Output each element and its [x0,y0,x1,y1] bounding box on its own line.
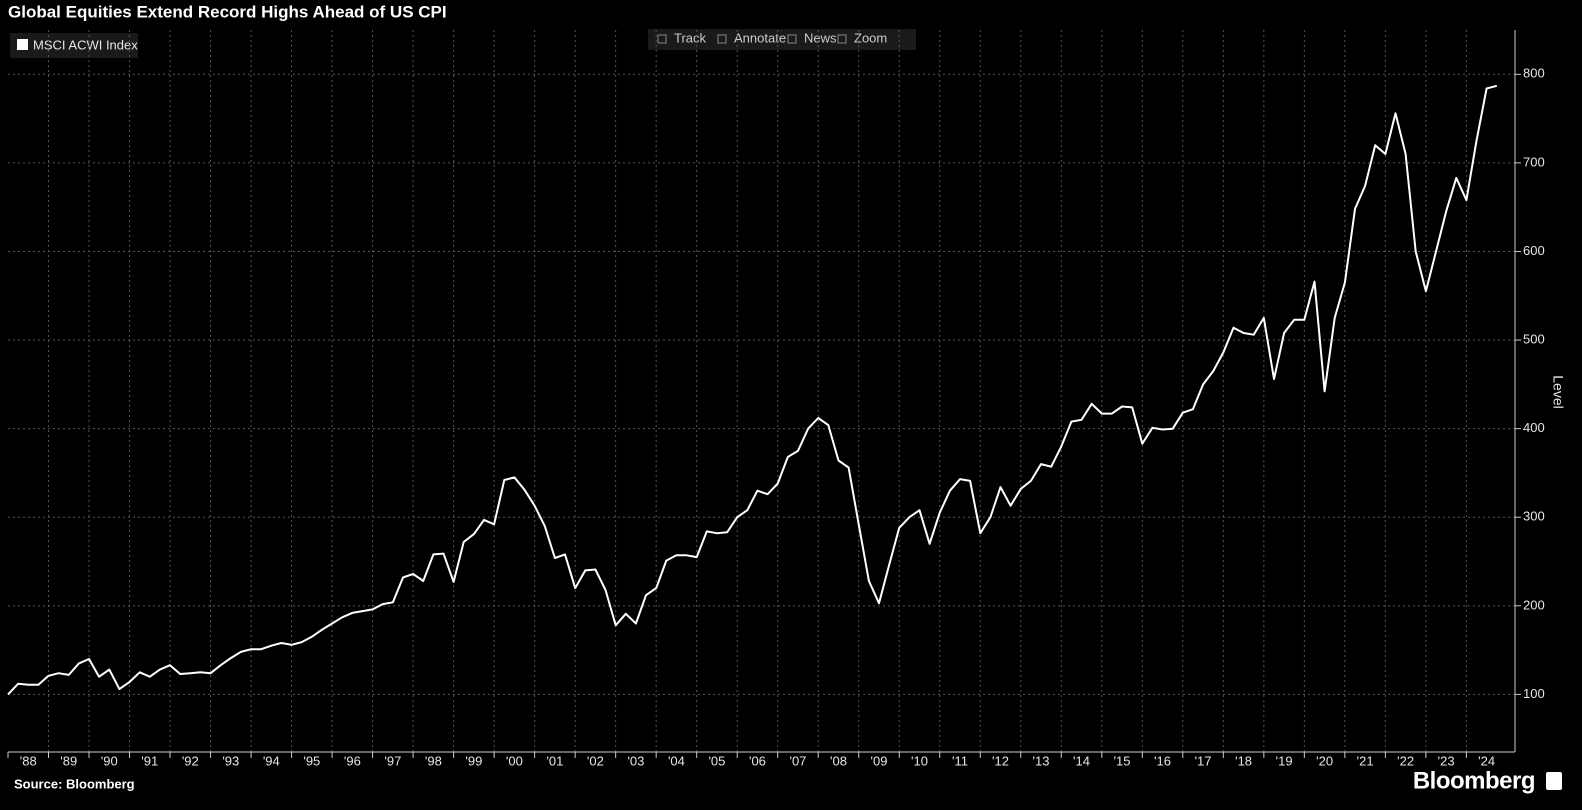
x-tick-label: '21 [1357,753,1374,768]
x-tick-label: '98 [425,753,442,768]
x-tick-label: '15 [1114,753,1131,768]
logo-icon [1546,772,1562,790]
logo: Bloomberg [1413,767,1535,794]
x-tick-label: '17 [1195,753,1212,768]
x-tick-label: '00 [506,753,523,768]
x-tick-label: '09 [871,753,888,768]
y-tick-label: 300 [1523,509,1545,524]
toolbar-icon [657,34,667,44]
x-tick-label: '88 [20,753,37,768]
x-tick-label: '11 [952,753,968,768]
x-tick-label: '89 [60,753,77,768]
legend-label: MSCI ACWI Index [33,37,138,52]
toolbar-icon [787,34,797,44]
x-tick-label: '19 [1276,753,1293,768]
data-line [7,84,1498,696]
x-tick-label: '14 [1073,753,1090,768]
x-tick-label: '08 [830,753,847,768]
legend-swatch [17,39,28,50]
x-tick-label: '97 [384,753,401,768]
x-tick-label: '04 [668,753,685,768]
source: Source: Bloomberg [14,776,135,791]
x-tick-label: '01 [546,753,563,768]
y-tick-label: 500 [1523,331,1545,346]
x-tick-label: '07 [789,753,806,768]
toolbar-icon [837,34,847,44]
chart-title: Global Equities Extend Record Highs Ahea… [8,2,447,21]
toolbar-button[interactable]: Annotate [734,30,786,45]
x-tick-label: '22 [1397,753,1414,768]
x-tick-label: '96 [344,753,361,768]
x-tick-label: '95 [303,753,320,768]
toolbar-icon [717,34,727,44]
x-tick-label: '24 [1478,753,1495,768]
x-tick-label: '12 [992,753,1009,768]
toolbar-button[interactable]: Track [674,30,707,45]
y-tick-label: 600 [1523,243,1545,258]
x-tick-label: '18 [1235,753,1252,768]
x-tick-label: '90 [101,753,118,768]
legend-box [10,33,138,58]
y-axis-label: Level [1550,375,1566,408]
toolbar-button[interactable]: News [804,30,837,45]
x-tick-label: '02 [587,753,604,768]
x-tick-label: '99 [465,753,482,768]
y-tick-label: 400 [1523,420,1545,435]
toolbar-bg [648,29,916,50]
legend: MSCI ACWI Index [10,33,138,58]
x-tick-label: '03 [627,753,644,768]
x-tick-label: '10 [911,753,928,768]
x-tick-label: '16 [1154,753,1171,768]
x-tick-label: '94 [263,753,280,768]
x-tick-label: '06 [749,753,766,768]
y-tick-label: 800 [1523,66,1545,81]
x-tick-label: '91 [141,753,158,768]
toolbar: Track Annotate News Zoom [648,29,916,50]
y-tick-label: 200 [1523,597,1545,612]
x-tick-label: '05 [708,753,725,768]
x-tick-label: '93 [222,753,239,768]
x-tick-label: '20 [1316,753,1333,768]
y-tick-label: 700 [1523,154,1545,169]
x-tick-label: '92 [182,753,199,768]
y-tick-label: 100 [1523,686,1545,701]
x-tick-label: '13 [1033,753,1050,768]
toolbar-button[interactable]: Zoom [854,30,887,45]
x-tick-label: '23 [1438,753,1455,768]
